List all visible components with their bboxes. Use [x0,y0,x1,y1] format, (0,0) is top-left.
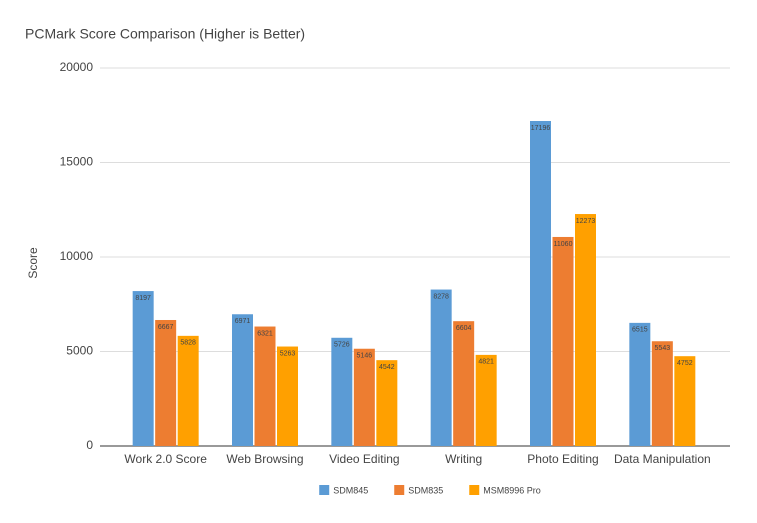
bar [575,214,596,446]
bar [277,346,298,446]
bar [530,120,551,446]
x-tick-label: Data Manipulation [614,452,711,466]
bar [376,360,398,446]
data-label: 5726 [334,342,350,349]
bar [353,348,375,446]
x-tick-label: Web Browsing [226,452,303,466]
data-label: 6971 [235,318,251,325]
bar [674,356,696,446]
x-tick-label: Photo Editing [527,452,598,466]
data-label: 6604 [456,325,472,332]
y-axis-label: Score [26,247,40,279]
data-label: 5543 [655,345,671,352]
legend-swatch [469,485,480,495]
data-label: 5146 [357,353,373,360]
legend-label: SDM835 [408,485,443,495]
bar [453,321,475,446]
x-tick-label: Work 2.0 Score [124,452,207,466]
bar [629,322,651,446]
bar [552,236,574,446]
data-label: 4821 [478,359,494,366]
bar [331,337,353,446]
y-tick-label: 0 [86,438,93,452]
y-tick-label: 20000 [60,60,94,74]
bar [651,341,673,446]
x-tick-label: Video Editing [329,452,400,466]
bar [254,326,276,446]
legend-swatch [319,485,330,495]
bar [132,291,154,446]
data-label: 17196 [531,125,551,132]
data-label: 8197 [135,295,151,302]
bar [177,335,199,446]
data-label: 11060 [554,241,573,248]
bar [430,289,452,446]
data-label: 12273 [576,218,596,225]
data-label: 5263 [280,350,296,357]
legend-label: MSM8996 Pro [483,485,541,495]
data-label: 4752 [677,360,693,367]
data-label: 5828 [180,340,196,347]
legend-label: SDM845 [333,485,368,495]
y-tick-label: 15000 [60,155,94,169]
data-label: 6667 [158,324,174,331]
y-tick-label: 10000 [60,249,94,263]
bar [155,319,177,446]
data-label: 6515 [632,327,648,334]
chart-title: PCMark Score Comparison (Higher is Bette… [25,26,305,42]
data-label: 8278 [433,293,449,300]
bar [475,354,497,446]
data-label: 6321 [257,330,273,337]
data-label: 4542 [379,364,395,371]
bar [232,314,253,446]
x-tick-label: Writing [445,452,482,466]
y-tick-label: 5000 [66,344,93,358]
legend-swatch [394,485,405,495]
